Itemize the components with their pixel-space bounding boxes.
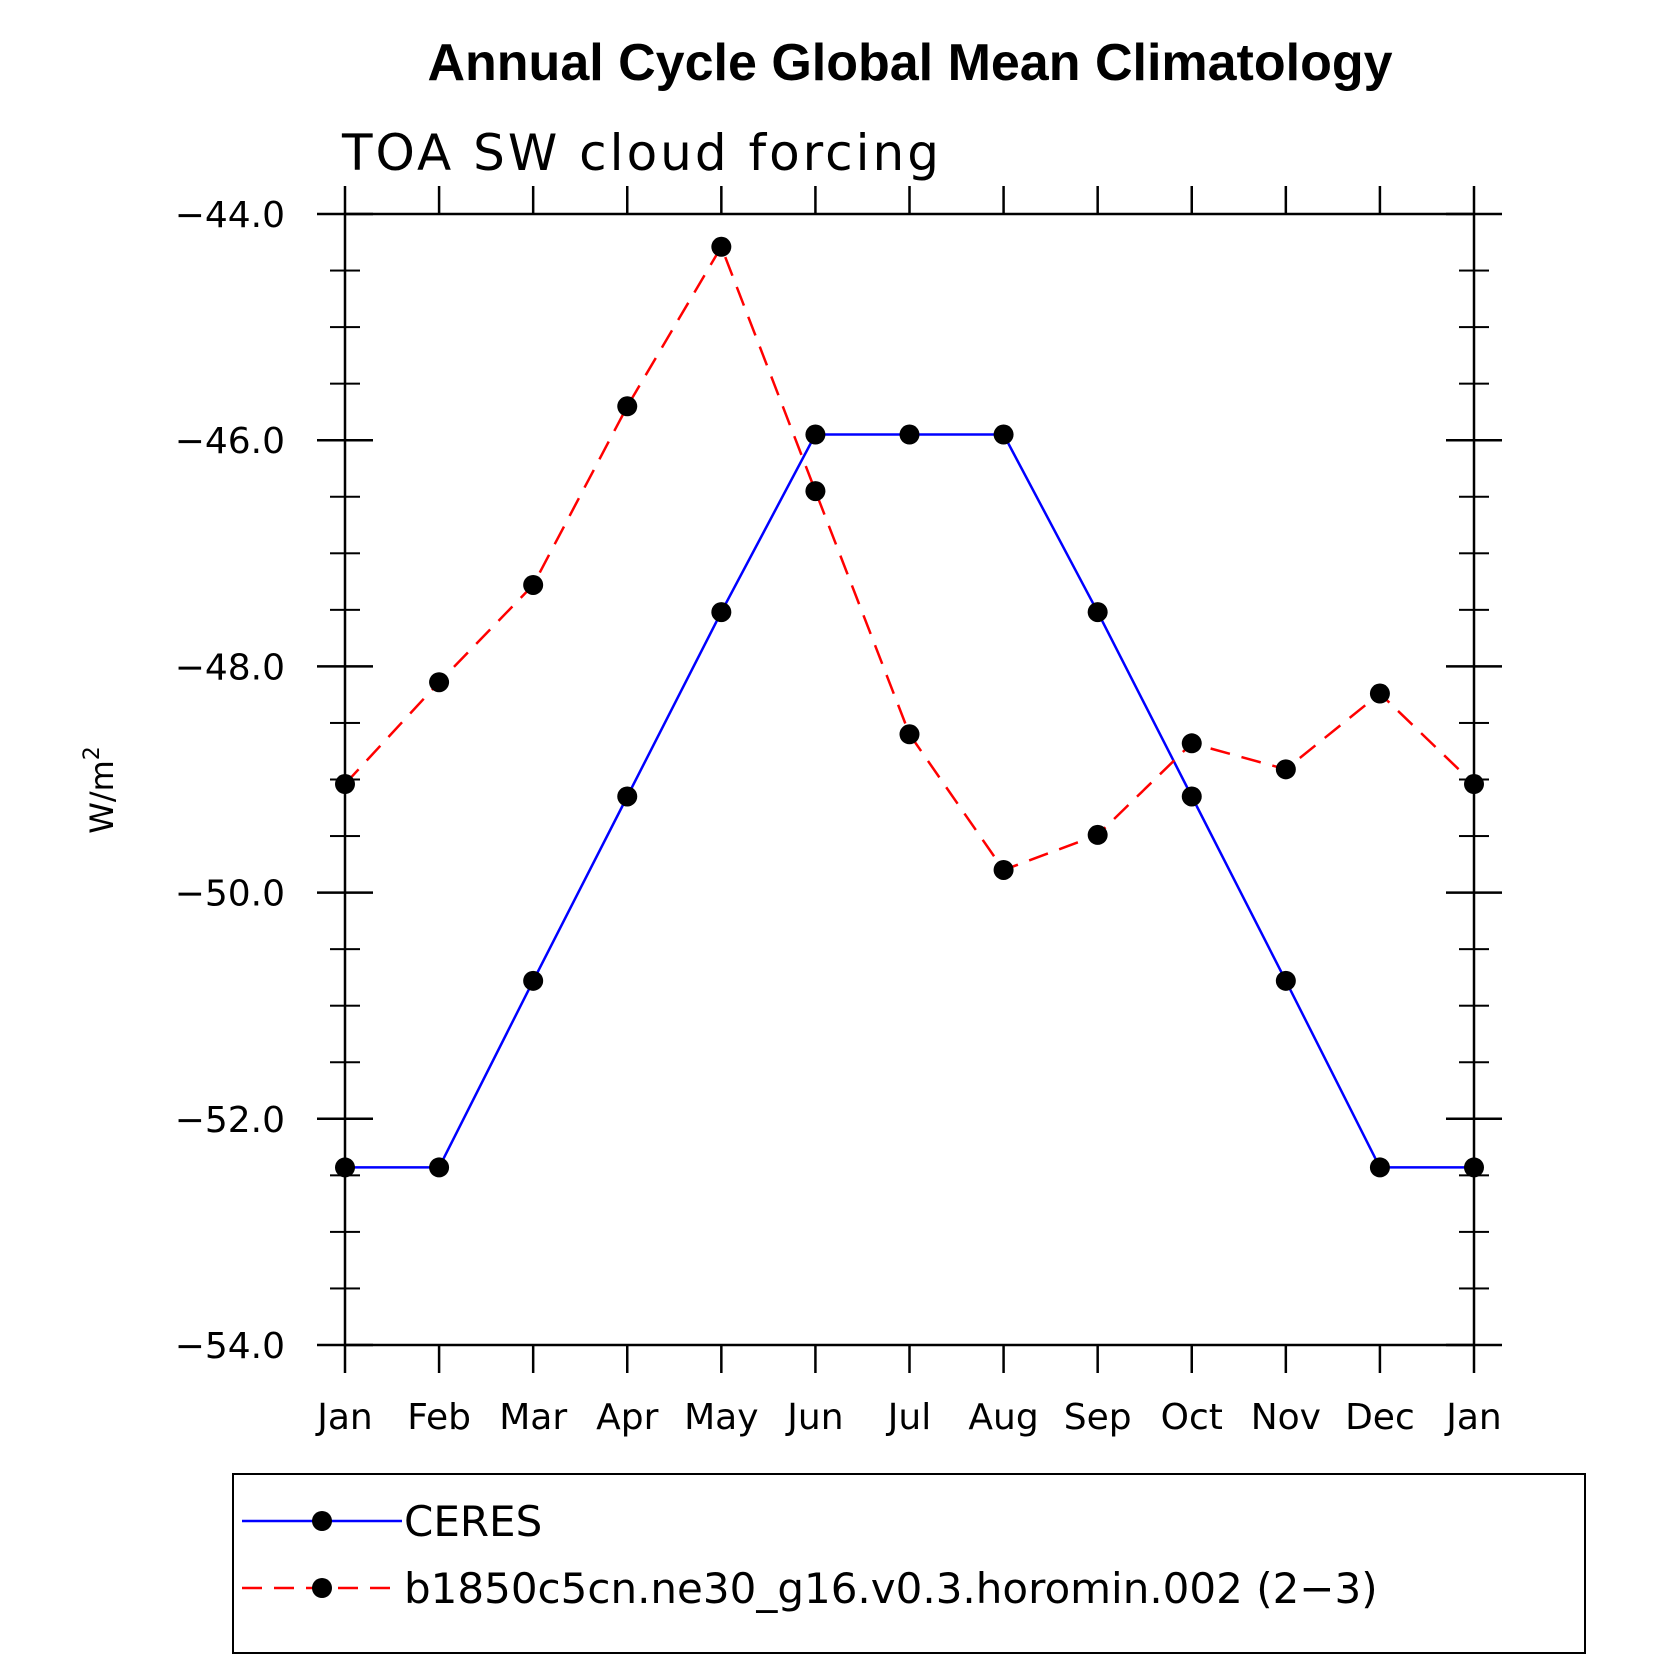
legend-box	[232, 1473, 1586, 1654]
data-point	[805, 481, 826, 502]
legend-label-0: CERES	[404, 1497, 542, 1546]
legend-marker-1	[312, 1578, 332, 1598]
x-tick-label: Jan	[1444, 1397, 1502, 1438]
y-axis-title-text: W/m	[83, 760, 121, 834]
data-point	[993, 859, 1014, 880]
data-point	[429, 1157, 450, 1178]
x-tick-label: Sep	[1064, 1397, 1132, 1438]
x-tick-label: Oct	[1161, 1397, 1223, 1438]
data-point	[711, 236, 732, 257]
legend-marker-0	[312, 1511, 332, 1531]
data-point	[617, 396, 638, 417]
data-point	[1369, 683, 1390, 704]
data-point	[1369, 1157, 1390, 1178]
data-point	[1464, 1157, 1484, 1178]
data-point	[711, 602, 732, 623]
y-tick-label: −52.0	[175, 1100, 285, 1141]
plot-frame	[343, 212, 1476, 1347]
axes: Jan Feb Mar Apr May Jun Jul Aug Sep Oct Nov Dec Jan−…	[175, 186, 1502, 1438]
series-line-0	[345, 433, 1474, 1169]
data-point	[899, 424, 920, 445]
chart-subtitle: TOA SW cloud forcing	[341, 124, 942, 182]
x-tick-label: Nov	[1251, 1397, 1321, 1438]
x-tick-label: Jun	[785, 1397, 843, 1438]
y-tick-label: −50.0	[175, 874, 285, 915]
x-tick-label: Mar	[499, 1397, 567, 1438]
x-tick-label: Dec	[1345, 1397, 1415, 1438]
data-point	[335, 1157, 355, 1178]
data-point	[805, 424, 826, 445]
y-tick-label: −54.0	[175, 1326, 285, 1367]
y-tick-label: −48.0	[175, 647, 285, 688]
data-point	[1181, 786, 1202, 807]
data-point	[523, 574, 544, 595]
data-point	[1087, 602, 1108, 623]
data-point	[523, 970, 544, 991]
data-point	[335, 774, 355, 795]
data-point	[429, 672, 450, 693]
chart-title: Annual Cycle Global Mean Climatology	[427, 34, 1392, 92]
data-point	[1275, 759, 1296, 780]
legend: CERES b1850c5cn.ne30_g16.v0.3.horomin.002…	[242, 1497, 1378, 1613]
data-point	[1181, 733, 1202, 754]
svg-text:W/m2: W/m2	[80, 746, 121, 834]
y-tick-label: −46.0	[175, 421, 285, 462]
data-point	[993, 424, 1014, 445]
data-point	[1087, 824, 1108, 845]
data-point	[617, 786, 638, 807]
x-tick-label: Jan	[315, 1397, 373, 1438]
data-point	[1275, 970, 1296, 991]
data-point	[1464, 774, 1484, 795]
y-axis-title-superscript: 2	[80, 746, 105, 760]
x-tick-label: Aug	[968, 1397, 1038, 1438]
x-tick-label: Feb	[407, 1397, 471, 1438]
x-tick-label: May	[684, 1397, 758, 1438]
x-tick-label: Apr	[596, 1397, 658, 1438]
legend-label-1: b1850c5cn.ne30_g16.v0.3.horomin.002 (2−3…	[404, 1564, 1378, 1613]
y-axis-title: W/m2	[80, 746, 121, 834]
x-tick-label: Jul	[886, 1397, 931, 1438]
series-layer	[335, 236, 1484, 1178]
y-tick-label: −44.0	[175, 195, 285, 236]
series-line-1	[344, 243, 1475, 872]
data-point	[899, 724, 920, 745]
